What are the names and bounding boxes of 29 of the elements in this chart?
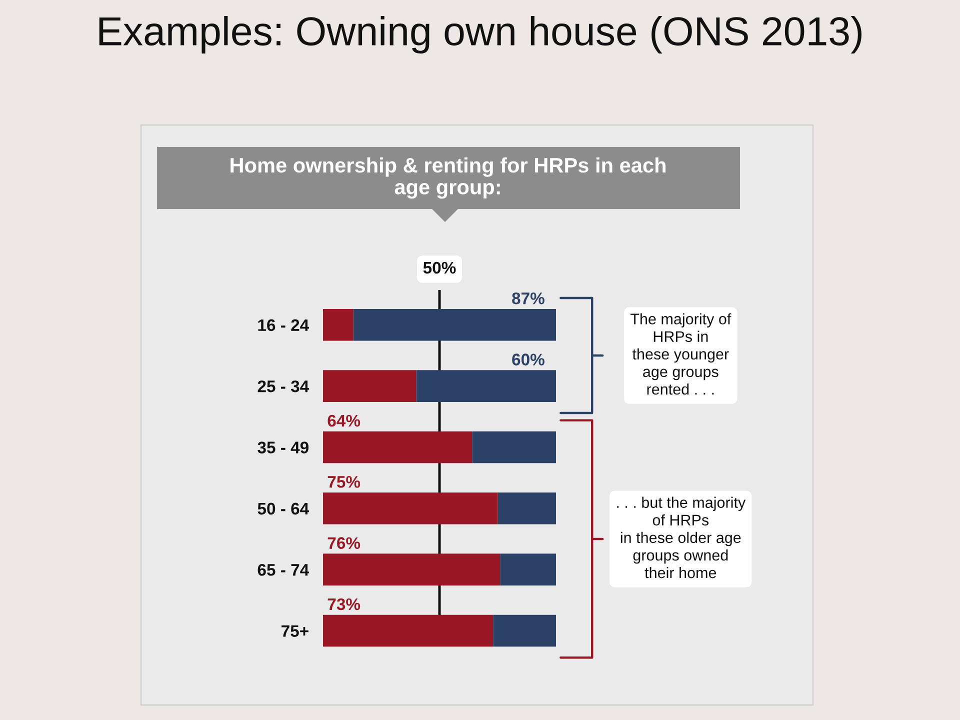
bar (323, 554, 500, 586)
data-label: 75% (328, 476, 360, 488)
bar (323, 308, 354, 341)
bar (323, 431, 472, 464)
y-tick-label: 75+ (282, 625, 308, 637)
y-tick-label: 25 - 34 (258, 380, 310, 392)
data-label: 87% (512, 292, 544, 304)
bar (353, 308, 556, 341)
data-label: 64% (328, 414, 360, 427)
y-tick-label: 50 - 64 (258, 502, 310, 515)
bar (472, 431, 556, 464)
bar (493, 614, 556, 647)
data-label: 73% (328, 598, 360, 610)
chart-title: Examples: Owning own house (ONS 2013) (99, 16, 862, 54)
text: . . . but the majority of HRPs in these older age groups owned their home (617, 496, 746, 578)
bar (416, 370, 556, 402)
bar (323, 614, 494, 647)
chart-subtitle: Home ownership & renting for HRPs in each age group: (230, 157, 666, 199)
ref-line-label: 50% (423, 262, 456, 274)
bar (323, 492, 498, 524)
data-label: 60% (512, 354, 544, 366)
y-tick-label: 35 - 49 (258, 442, 308, 454)
y-tick-label: 16 - 24 (258, 319, 310, 332)
data-label: 76% (328, 537, 360, 549)
bar (500, 554, 556, 586)
bar (323, 370, 416, 402)
bar (498, 492, 556, 524)
text: The majority of HRPs in these younger age groups rented . . . (630, 313, 732, 395)
y-tick-label: 65 - 74 (258, 564, 310, 576)
